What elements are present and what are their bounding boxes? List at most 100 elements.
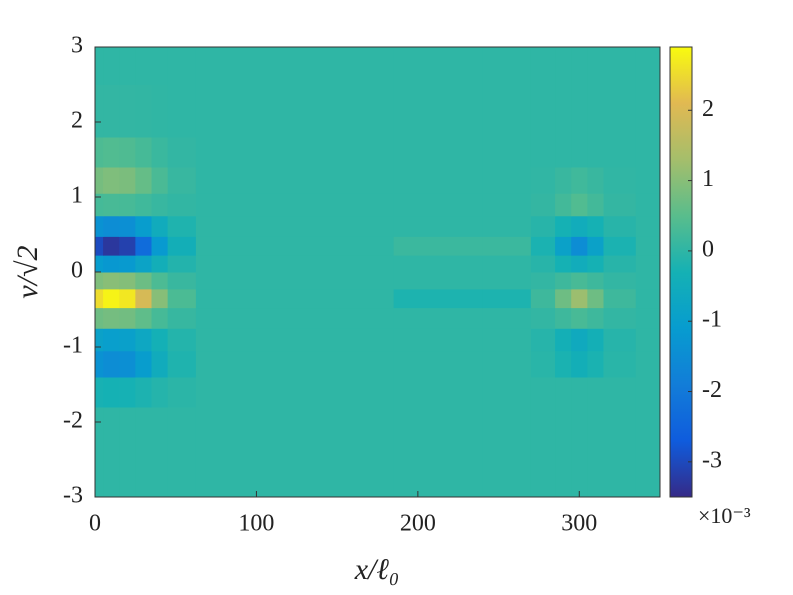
- cell: [530, 288, 556, 309]
- cell: [167, 137, 197, 168]
- cell: [587, 167, 604, 194]
- colorbar-tick-label: -1: [702, 307, 722, 333]
- cell: [151, 272, 169, 290]
- cell: [195, 407, 278, 460]
- cell: [530, 236, 556, 256]
- cell: [635, 307, 660, 329]
- x-tick-label: 0: [89, 511, 101, 537]
- x-tick-label: 100: [238, 511, 274, 537]
- colorbar-tick-label: 0: [702, 236, 714, 262]
- cell: [482, 137, 532, 168]
- cell: [95, 255, 104, 273]
- cell: [555, 167, 572, 194]
- colorbar-exponent: ×10⁻³: [698, 503, 751, 528]
- cell: [119, 236, 136, 256]
- cell: [119, 407, 136, 460]
- cell: [393, 350, 483, 378]
- cell: [482, 255, 532, 273]
- cell: [393, 307, 483, 329]
- cell: [151, 377, 169, 408]
- cell: [135, 137, 152, 168]
- cell: [167, 84, 197, 138]
- cell: [95, 215, 104, 237]
- colorbar-tick-label: -2: [702, 377, 722, 403]
- cell: [95, 193, 104, 217]
- cell: [135, 236, 152, 256]
- cell: [95, 272, 104, 290]
- cell: [135, 215, 152, 237]
- cell: [103, 272, 120, 290]
- cell: [151, 350, 169, 378]
- cell: [635, 255, 660, 273]
- cell: [119, 288, 136, 309]
- cell: [530, 84, 556, 138]
- cell: [555, 288, 572, 309]
- cell: [482, 193, 532, 217]
- cell: [167, 288, 197, 309]
- cell: [603, 84, 637, 138]
- cell: [95, 350, 104, 378]
- x-tick-label: 300: [561, 511, 597, 537]
- cell: [95, 407, 104, 460]
- cell: [603, 459, 637, 497]
- cell: [135, 47, 152, 85]
- y-tick-label: 2: [71, 108, 83, 134]
- cell: [167, 236, 197, 256]
- y-tick-label: -1: [63, 333, 83, 359]
- cell: [635, 215, 660, 237]
- cell: [103, 236, 120, 256]
- cell: [393, 167, 483, 194]
- cell: [587, 350, 604, 378]
- cell: [571, 407, 588, 460]
- cell: [571, 137, 588, 168]
- cell: [603, 407, 637, 460]
- cell: [482, 84, 532, 138]
- cell: [603, 47, 637, 85]
- heatmap: [95, 47, 660, 497]
- cell: [103, 255, 120, 273]
- cell: [167, 193, 197, 217]
- cell: [135, 377, 152, 408]
- cell: [571, 459, 588, 497]
- cell: [635, 350, 660, 378]
- cell: [276, 288, 395, 309]
- cell: [195, 236, 278, 256]
- cell: [276, 236, 395, 256]
- cell: [195, 307, 278, 329]
- cell: [635, 167, 660, 194]
- cell: [276, 407, 395, 460]
- cell: [393, 255, 483, 273]
- cell: [95, 377, 104, 408]
- cell: [103, 328, 120, 352]
- cell: [195, 84, 278, 138]
- cell: [571, 84, 588, 138]
- cell: [135, 272, 152, 290]
- cell: [603, 350, 637, 378]
- cell: [276, 84, 395, 138]
- cell: [119, 307, 136, 329]
- cell: [276, 328, 395, 352]
- cell: [119, 255, 136, 273]
- cell: [135, 255, 152, 273]
- cell: [103, 407, 120, 460]
- cell: [276, 47, 395, 85]
- cell: [276, 307, 395, 329]
- cell: [393, 236, 483, 256]
- cell: [167, 459, 197, 497]
- cell: [119, 167, 136, 194]
- cell: [482, 377, 532, 408]
- colorbar-tick-label: 2: [702, 96, 714, 122]
- cell: [103, 84, 120, 138]
- cell: [555, 307, 572, 329]
- x-axis-label: x/ℓ₀: [354, 553, 400, 586]
- cell: [276, 272, 395, 290]
- cell: [195, 167, 278, 194]
- cell: [587, 407, 604, 460]
- cell: [151, 328, 169, 352]
- cell: [195, 272, 278, 290]
- cell: [103, 288, 120, 309]
- cell: [103, 377, 120, 408]
- cell: [587, 215, 604, 237]
- cell: [167, 167, 197, 194]
- cell: [135, 407, 152, 460]
